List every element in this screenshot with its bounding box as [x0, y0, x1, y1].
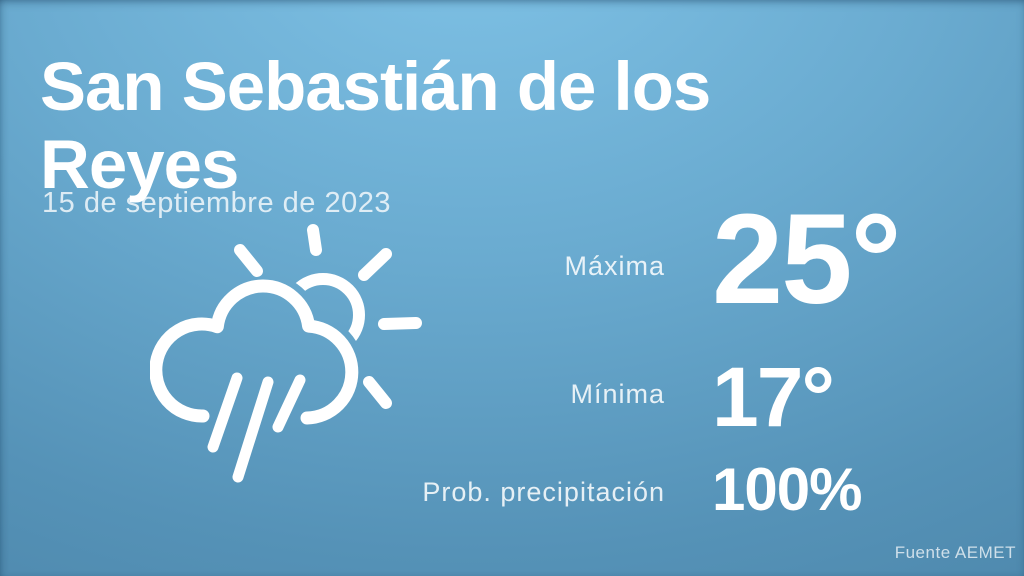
sun-rays [234, 224, 422, 409]
sun-behind-rain-cloud-icon [150, 224, 422, 483]
precipitation-probability-value: 100% [712, 456, 862, 523]
precipitation-probability-label: Prob. precipitación [422, 477, 665, 507]
cloud-outline [150, 279, 359, 425]
max-temp-value: 25° [712, 188, 902, 331]
page-title: San Sebastián de los Reyes [40, 48, 711, 203]
min-temp-value: 17° [712, 350, 835, 444]
data-source-credit: Fuente AEMET [894, 543, 1016, 562]
forecast-date: 15 de septiembre de 2023 [42, 187, 391, 219]
max-temp-label: Máxima [564, 251, 665, 281]
rain-streaks [207, 372, 306, 483]
min-temp-label: Mínima [570, 379, 665, 409]
